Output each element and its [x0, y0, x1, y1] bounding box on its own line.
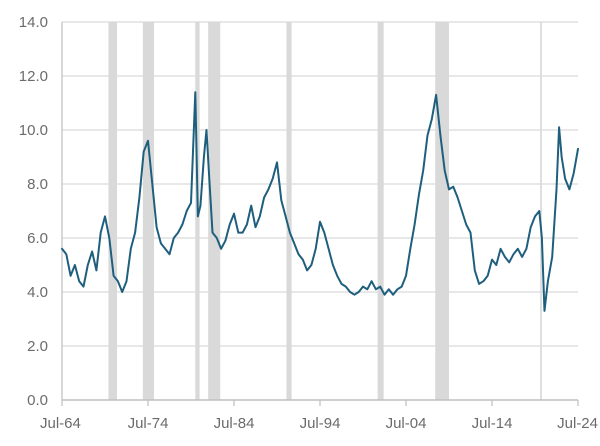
recession-band	[208, 22, 221, 400]
recession-band	[286, 22, 292, 400]
recession-bands	[108, 22, 542, 400]
x-tick-label: Jul-74	[128, 415, 169, 432]
x-tick-label: Jul-84	[214, 415, 255, 432]
recession-band	[377, 22, 384, 400]
recession-band	[142, 22, 155, 400]
x-tick-label: Jul-14	[472, 415, 513, 432]
axes	[61, 22, 579, 406]
y-tick-label: 10.0	[19, 122, 48, 139]
y-tick-label: 14.0	[19, 14, 48, 31]
x-tick-label: Jul-24	[557, 415, 598, 432]
y-tick-label: 4.0	[27, 284, 48, 301]
x-tick-label: Jul-94	[300, 415, 341, 432]
y-tick-label: 2.0	[27, 338, 48, 355]
y-tick-label: 12.0	[19, 68, 48, 85]
x-tick-label: Jul-64	[40, 415, 81, 432]
gridlines	[62, 21, 578, 347]
y-tick-label: 0.0	[27, 392, 48, 409]
y-tick-label: 6.0	[27, 230, 48, 247]
recession-band	[540, 22, 542, 400]
recession-band	[108, 22, 118, 400]
series-layer	[61, 91, 579, 312]
x-tick-labels: Jul-64 Jul-74 Jul-84 Jul-94 Jul-04 Jul-14 Jul-…	[40, 415, 598, 432]
y-tick-label: 8.0	[27, 176, 48, 193]
x-tick-label: Jul-04	[386, 415, 427, 432]
y-tick-labels: 0.0 2.0 4.0 6.0 8.0 10.0 12.0 14.0	[19, 14, 48, 409]
series-line	[61, 91, 579, 312]
recession-band	[435, 22, 449, 400]
